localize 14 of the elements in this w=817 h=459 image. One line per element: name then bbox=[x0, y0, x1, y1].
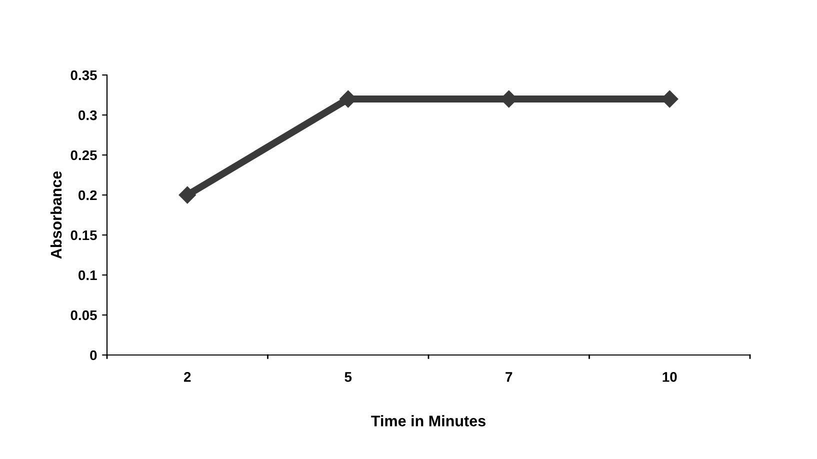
y-tick-label: 0.15 bbox=[70, 230, 97, 240]
x-axis-title: Time in Minutes bbox=[371, 415, 486, 426]
y-axis-title: Absorbance bbox=[50, 171, 62, 259]
y-tick-label: 0.3 bbox=[78, 110, 97, 120]
y-tick-label: 0.35 bbox=[70, 70, 97, 80]
y-tick-label: 0.05 bbox=[70, 310, 97, 320]
x-tick-label: 10 bbox=[662, 372, 677, 382]
y-tick-label: 0.1 bbox=[78, 270, 97, 280]
x-tick-label: 5 bbox=[344, 372, 352, 382]
x-tick-label: 2 bbox=[184, 372, 191, 382]
x-tick-label: 7 bbox=[506, 372, 512, 382]
y-tick-label: 0.25 bbox=[70, 150, 97, 160]
y-tick-label: 0.2 bbox=[78, 190, 97, 200]
y-tick-label: 0 bbox=[90, 350, 97, 360]
